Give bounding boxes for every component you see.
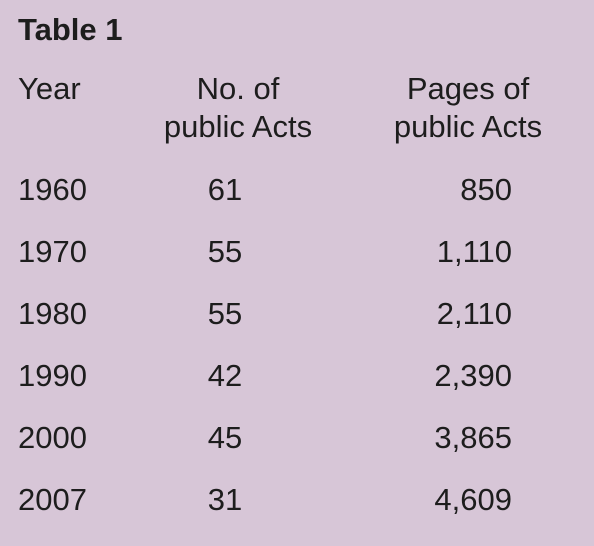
table-row: 1970 55 1,110 xyxy=(0,232,594,272)
cell-public-acts: 55 xyxy=(207,296,243,331)
header-pages-line-2: public Acts xyxy=(393,109,543,144)
cell-pages: 850 xyxy=(460,172,512,207)
table-row: 1980 55 2,110 xyxy=(0,294,594,334)
header-pages-of-public-acts: Pages of public Acts xyxy=(370,70,566,146)
header-acts-line-2: public Acts xyxy=(163,109,313,144)
cell-public-acts: 31 xyxy=(207,482,243,517)
cell-year: 2000 xyxy=(18,420,87,455)
cell-pages: 4,609 xyxy=(434,482,512,517)
cell-public-acts: 55 xyxy=(207,234,243,269)
cell-public-acts: 61 xyxy=(207,172,243,207)
header-year-label: Year xyxy=(18,71,81,106)
header-acts-line-1: No. of xyxy=(196,71,280,106)
cell-year: 1960 xyxy=(18,172,87,207)
header-number-of-public-acts: No. of public Acts xyxy=(140,70,336,146)
cell-pages: 2,110 xyxy=(436,296,512,331)
table-title: Table 1 xyxy=(18,12,123,47)
cell-year: 1980 xyxy=(18,296,87,331)
table-row: 2000 45 3,865 xyxy=(0,418,594,458)
cell-pages: 2,390 xyxy=(434,358,512,393)
cell-year: 2007 xyxy=(18,482,87,517)
header-year: Year xyxy=(18,70,81,108)
table-row: 2007 31 4,609 xyxy=(0,480,594,520)
cell-pages: 1,110 xyxy=(436,234,512,269)
cell-public-acts: 45 xyxy=(207,420,243,455)
cell-pages: 3,865 xyxy=(434,420,512,455)
cell-public-acts: 42 xyxy=(207,358,243,393)
table-row: 1990 42 2,390 xyxy=(0,356,594,396)
cell-year: 1970 xyxy=(18,234,87,269)
cell-year: 1990 xyxy=(18,358,87,393)
table-row: 1960 61 850 xyxy=(0,170,594,210)
header-pages-line-1: Pages of xyxy=(406,71,530,106)
